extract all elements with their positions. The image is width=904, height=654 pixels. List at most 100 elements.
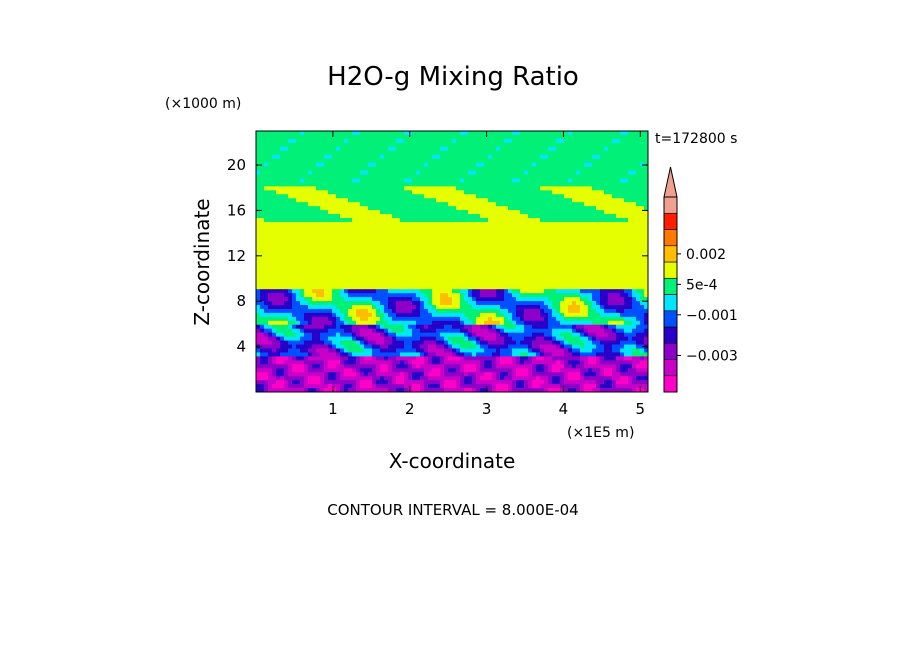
field-cell: [408, 170, 413, 175]
field-cell: [388, 245, 393, 251]
field-cell: [488, 316, 493, 322]
field-cell: [524, 241, 529, 247]
field-cell: [500, 237, 505, 243]
field-cell: [540, 261, 545, 266]
field-cell: [324, 285, 329, 290]
field-cell: [436, 194, 441, 199]
field-cell: [632, 237, 637, 243]
field-cell: [636, 166, 641, 171]
field-cell: [356, 146, 361, 152]
field-cell: [640, 257, 645, 262]
field-cell: [376, 154, 381, 160]
field-cell: [444, 237, 449, 243]
field-cell: [548, 249, 553, 254]
field-cell: [400, 273, 405, 278]
field-cell: [556, 131, 561, 136]
field-cell: [516, 146, 521, 152]
field-cell: [464, 328, 469, 334]
field-cell: [288, 245, 293, 251]
field-cell: [356, 202, 361, 207]
field-cell: [568, 257, 573, 262]
field-cell: [524, 190, 529, 195]
field-cell: [420, 206, 425, 211]
field-cell: [304, 324, 309, 330]
field-cell: [488, 312, 493, 318]
field-cell: [412, 265, 417, 270]
field-cell: [580, 297, 585, 302]
field-cell: [316, 328, 321, 334]
field-cell: [632, 198, 637, 203]
field-cell: [392, 308, 397, 314]
field-cell: [412, 178, 417, 183]
field-cell: [456, 150, 461, 156]
field-cell: [308, 154, 313, 160]
field-cell: [336, 158, 341, 164]
field-cell: [376, 281, 381, 286]
field-cell: [424, 146, 429, 152]
field-cell: [284, 150, 289, 156]
field-cell: [352, 249, 357, 254]
field-cell: [404, 324, 409, 330]
field-cell: [396, 190, 401, 195]
field-cell: [264, 308, 269, 314]
field-cell: [524, 131, 529, 136]
field-cell: [416, 142, 421, 148]
field-cell: [604, 178, 609, 183]
field-cell: [604, 214, 609, 219]
field-cell: [284, 324, 289, 330]
field-cell: [440, 305, 445, 310]
field-cell: [352, 324, 357, 330]
field-cell: [420, 202, 425, 207]
field-cell: [572, 289, 577, 294]
field-cell: [576, 170, 581, 175]
field-cell: [304, 285, 309, 290]
field-cell: [372, 210, 377, 215]
field-cell: [412, 138, 417, 144]
field-cell: [588, 257, 593, 262]
field-cell: [612, 178, 617, 183]
field-cell: [512, 301, 517, 306]
field-cell: [588, 308, 593, 314]
field-cell: [568, 320, 573, 326]
field-cell: [568, 154, 573, 160]
field-cell: [412, 328, 417, 334]
field-cell: [300, 154, 305, 160]
field-cell: [452, 257, 457, 262]
field-cell: [256, 218, 261, 223]
field-cell: [400, 178, 405, 183]
field-cell: [532, 162, 537, 167]
field-cell: [504, 265, 509, 270]
field-cell: [360, 134, 365, 140]
field-cell: [312, 174, 317, 179]
field-cell: [508, 229, 513, 235]
field-cell: [468, 324, 473, 330]
field-cell: [444, 253, 449, 258]
field-cell: [380, 158, 385, 164]
field-cell: [392, 257, 397, 262]
field-cell: [292, 210, 297, 215]
field-cell: [520, 261, 525, 266]
field-cell: [564, 328, 569, 334]
field-cell: [612, 134, 617, 140]
field-cell: [544, 154, 549, 160]
field-cell: [460, 328, 465, 334]
field-cell: [640, 308, 645, 314]
field-cell: [448, 158, 453, 164]
field-cell: [580, 134, 585, 140]
field-cell: [580, 249, 585, 254]
field-cell: [276, 178, 281, 183]
field-cell: [484, 154, 489, 160]
field-cell: [468, 142, 473, 148]
field-cell: [632, 146, 637, 152]
field-cell: [620, 218, 625, 223]
field-cell: [500, 154, 505, 160]
field-cell: [484, 182, 489, 187]
field-cell: [560, 277, 565, 282]
field-cell: [460, 297, 465, 302]
field-cell: [372, 170, 377, 175]
field-cell: [376, 269, 381, 274]
field-cell: [328, 178, 333, 183]
field-cell: [580, 261, 585, 266]
field-cell: [304, 233, 309, 239]
field-cell: [472, 178, 477, 183]
